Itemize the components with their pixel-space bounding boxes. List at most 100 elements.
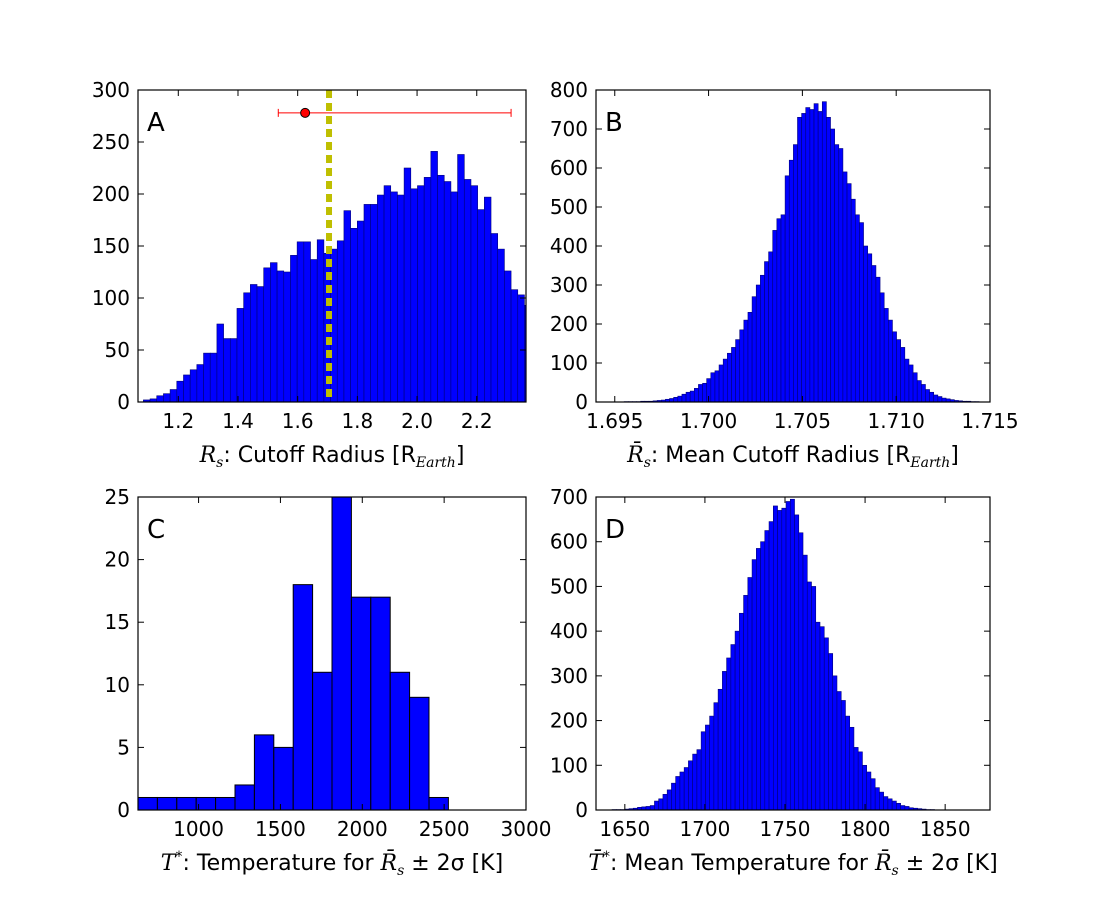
bar: [934, 395, 938, 402]
bar: [293, 585, 312, 810]
bar: [782, 508, 786, 810]
bar: [736, 340, 740, 402]
bar: [822, 102, 826, 402]
bar: [785, 176, 789, 402]
x-axis-label: R̄s: Mean Cutoff Radius [REarth]: [626, 441, 959, 471]
bar: [204, 353, 211, 402]
bar: [786, 501, 790, 810]
bar: [680, 772, 684, 810]
x-tick-label: 1.4: [222, 409, 254, 433]
bar: [344, 211, 351, 402]
bar: [930, 392, 934, 402]
y-tick-label: 300: [550, 273, 588, 297]
x-tick-label: 1.6: [282, 409, 314, 433]
bar: [411, 189, 418, 402]
bars: [612, 499, 935, 810]
bar: [264, 268, 271, 402]
bar: [682, 394, 686, 402]
x-tick-label: 3000: [501, 817, 552, 841]
bar: [304, 242, 311, 402]
bar: [163, 394, 170, 402]
y-tick-label: 700: [550, 117, 588, 141]
bar: [841, 700, 845, 810]
bar: [837, 692, 841, 810]
panel-letter: B: [605, 108, 623, 138]
y-tick-label: 5: [117, 735, 130, 759]
bar: [284, 272, 291, 402]
bar: [917, 381, 921, 402]
x-tick-label: 1.700: [680, 409, 737, 433]
bar: [504, 271, 511, 402]
panel-letter: A: [147, 108, 165, 138]
bar: [196, 797, 215, 810]
bar: [727, 353, 731, 402]
bar: [781, 215, 785, 402]
x-tick-label: 1000: [173, 817, 224, 841]
bar: [237, 308, 244, 402]
bar: [531, 334, 538, 402]
bar: [671, 783, 675, 810]
y-tick-label: 0: [117, 390, 130, 414]
bar: [752, 560, 756, 810]
bar: [297, 242, 304, 402]
bar: [871, 779, 875, 810]
bar: [851, 199, 855, 402]
bar: [511, 290, 518, 402]
bar: [901, 347, 905, 402]
y-tick-label: 500: [550, 195, 588, 219]
bar: [650, 806, 654, 810]
bar: [854, 747, 858, 810]
bar: [756, 285, 760, 402]
bar: [438, 175, 445, 402]
y-tick-label: 20: [105, 548, 130, 572]
bar: [824, 638, 828, 810]
bar: [177, 797, 196, 810]
bar: [451, 192, 458, 402]
bar: [551, 381, 558, 402]
panel-letter: D: [605, 515, 625, 545]
bar: [744, 320, 748, 402]
bar: [491, 234, 498, 402]
bar: [290, 255, 297, 402]
bar: [756, 548, 760, 810]
y-tick-label: 250: [92, 130, 130, 154]
bar: [715, 371, 719, 402]
bar: [257, 287, 264, 402]
y-tick-label: 100: [92, 286, 130, 310]
bar: [820, 627, 824, 810]
x-tick-label: 2.2: [461, 409, 493, 433]
bar: [254, 735, 273, 810]
bar: [905, 359, 909, 402]
bar: [667, 790, 671, 810]
x-tick-label: 1700: [679, 817, 730, 841]
bar: [892, 801, 896, 810]
x-tick-label: 2000: [337, 817, 388, 841]
x-tick-label: 1.705: [774, 409, 831, 433]
data-point: [301, 108, 310, 117]
bar: [313, 672, 332, 810]
y-tick-label: 50: [105, 338, 130, 362]
bar: [816, 622, 820, 810]
bar: [789, 160, 793, 402]
bar: [769, 522, 773, 810]
bar: [723, 359, 727, 402]
bar: [686, 392, 690, 402]
x-tick-label: 1500: [255, 817, 306, 841]
bar: [748, 577, 752, 810]
bar: [875, 788, 879, 810]
bar: [731, 645, 735, 810]
bar: [859, 223, 863, 402]
bar: [773, 506, 777, 810]
bar: [458, 154, 465, 402]
bar: [210, 353, 217, 402]
bar: [718, 689, 722, 810]
y-tick-label: 200: [550, 312, 588, 336]
bar: [778, 510, 782, 810]
y-tick-label: 600: [550, 530, 588, 554]
x-tick-label: 1.8: [341, 409, 373, 433]
bar: [710, 716, 714, 810]
bar: [377, 195, 384, 402]
bar: [157, 797, 176, 810]
